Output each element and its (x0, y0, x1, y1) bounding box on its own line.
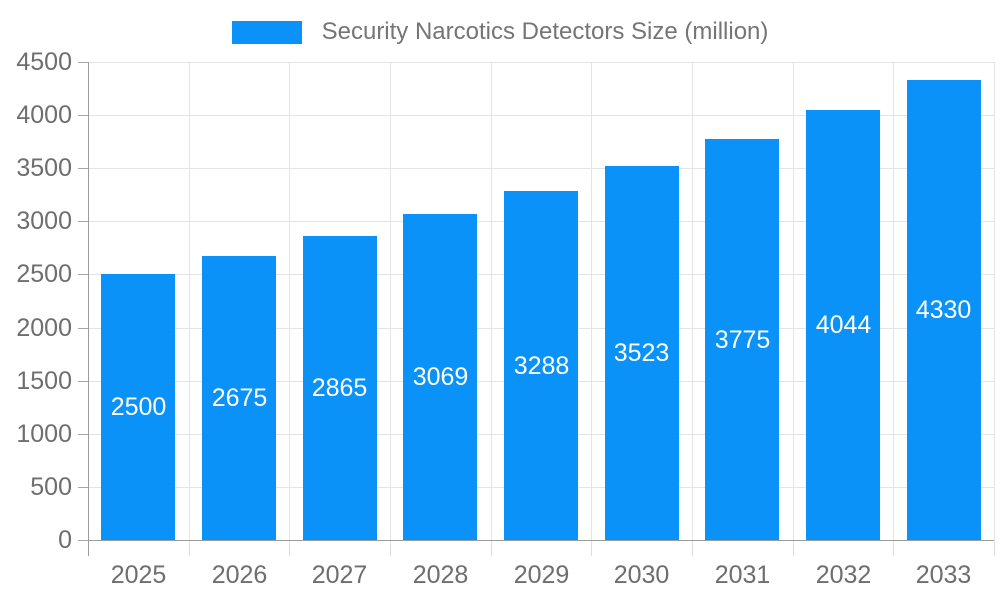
x-axis-tick (893, 540, 894, 556)
y-gridline (88, 62, 994, 63)
bar-value-label: 2675 (211, 384, 268, 412)
x-axis-tick (692, 540, 693, 556)
bar-value-label: 2865 (311, 374, 368, 402)
y-axis-label: 500 (30, 473, 72, 501)
x-axis-tick (289, 540, 290, 556)
y-axis-line (88, 62, 89, 556)
x-gridline (289, 62, 290, 540)
bar-2030[interactable] (605, 166, 679, 540)
y-axis-label: 3500 (16, 154, 72, 182)
bar-2028[interactable] (403, 214, 477, 540)
bar-value-label: 4330 (915, 296, 972, 324)
x-axis-tick (994, 540, 995, 556)
y-axis-tick (78, 328, 88, 329)
bar-2032[interactable] (806, 110, 880, 540)
x-axis-tick (591, 540, 592, 556)
legend-item[interactable]: Security Narcotics Detectors Size (milli… (0, 18, 1000, 46)
y-axis-label: 2500 (16, 260, 72, 288)
bar-value-label: 3288 (513, 352, 570, 380)
x-axis-label: 2028 (412, 561, 469, 589)
x-gridline (893, 62, 894, 540)
x-axis-tick (189, 540, 190, 556)
x-gridline (591, 62, 592, 540)
x-gridline (692, 62, 693, 540)
legend-swatch (231, 20, 302, 44)
y-axis-label: 1000 (16, 420, 72, 448)
x-gridline (793, 62, 794, 540)
y-axis-tick (78, 274, 88, 275)
y-axis-label: 4000 (16, 101, 72, 129)
x-axis-label: 2029 (513, 561, 570, 589)
y-axis-tick (78, 221, 88, 222)
y-axis-label: 4500 (16, 48, 72, 76)
bar-value-label: 4044 (815, 311, 872, 339)
x-gridline (491, 62, 492, 540)
bar-2033[interactable] (907, 80, 981, 540)
x-gridline (189, 62, 190, 540)
x-axis-tick (491, 540, 492, 556)
bar-2029[interactable] (504, 191, 578, 540)
x-axis-label: 2027 (311, 561, 368, 589)
legend-label: Security Narcotics Detectors Size (milli… (321, 18, 769, 45)
y-axis-label: 0 (58, 526, 72, 554)
x-gridline (390, 62, 391, 540)
x-gridline (994, 62, 995, 540)
bar-2031[interactable] (705, 139, 779, 540)
y-axis-tick (78, 434, 88, 435)
y-axis-label: 2000 (16, 314, 72, 342)
y-axis-label: 3000 (16, 207, 72, 235)
y-axis-tick (78, 381, 88, 382)
x-axis-label: 2030 (613, 561, 670, 589)
x-axis-label: 2033 (915, 561, 972, 589)
bar-2025[interactable] (101, 274, 175, 540)
bar-2027[interactable] (303, 236, 377, 540)
x-axis-label: 2032 (815, 561, 872, 589)
bar-2026[interactable] (202, 256, 276, 540)
y-axis-label: 1500 (16, 367, 72, 395)
y-axis-tick (78, 168, 88, 169)
bar-value-label: 3523 (613, 339, 670, 367)
y-gridline (88, 115, 994, 116)
y-axis-tick (78, 540, 88, 541)
bar-value-label: 3069 (412, 363, 469, 391)
x-axis-tick (793, 540, 794, 556)
x-axis-label: 2025 (110, 561, 167, 589)
bar-value-label: 2500 (110, 393, 167, 421)
x-axis-tick (390, 540, 391, 556)
x-axis-line (88, 540, 994, 541)
y-axis-tick (78, 487, 88, 488)
y-axis-tick (78, 115, 88, 116)
bar-value-label: 3775 (714, 326, 771, 354)
x-axis-label: 2031 (714, 561, 771, 589)
y-gridline (88, 168, 994, 169)
y-axis-tick (78, 62, 88, 63)
x-axis-label: 2026 (211, 561, 268, 589)
